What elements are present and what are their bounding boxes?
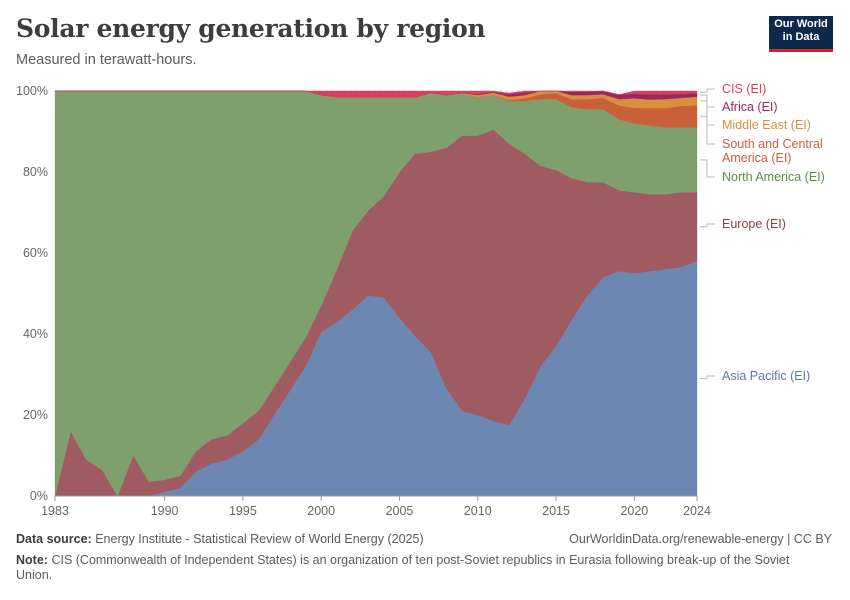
logo-line-1: Our World [774,18,828,30]
area-cis-ei [55,90,698,98]
area-series [54,90,698,497]
x-tick-label: 2020 [620,504,648,518]
legend-label: CIS (EI) [722,82,766,96]
legend-connector [700,115,715,145]
legend-label: Middle East (EI) [722,118,811,132]
legend-connector [700,223,715,228]
y-tick-label: 60% [23,246,48,260]
y-tick-label: 40% [23,327,48,341]
x-tick-label: 1995 [229,504,257,518]
legend-label: Asia Pacific (EI) [722,369,810,383]
legend-label-line: South and Central [722,137,823,151]
x-tick-label: 2010 [464,504,492,518]
data-source-text[interactable]: Energy Institute - Statistical Review of… [95,532,424,546]
legend-label-line: America (EI) [722,151,791,165]
logo-line-2: in Data [782,30,820,43]
legend-label: South and Central America (EI) [722,137,823,165]
x-tick-label: 2005 [386,504,414,518]
x-tick-label: 1983 [41,504,69,518]
legend-connector [700,100,715,126]
y-tick-label: 20% [23,408,48,422]
y-tick-label: 0% [30,489,48,503]
owid-logo[interactable]: Our World in Data [769,16,833,52]
legend-connector [700,375,715,380]
page-subtitle: Measured in terawatt-hours. [16,52,197,68]
chart-note: Note: CIS (Commonwealth of Independent S… [16,553,816,583]
x-tick-label: 1990 [151,504,179,518]
legend-label: Europe (EI) [722,217,786,231]
note-label: Note: [16,553,48,567]
legend-connector [700,88,715,93]
data-source-label: Data source: [16,532,92,546]
x-tick-label: 2015 [542,504,570,518]
legend: CIS (EI) Africa (EI) Middle East (EI) South… [700,82,825,383]
x-tick-label: 2000 [307,504,335,518]
legend-connector [700,159,715,178]
y-tick-label: 100% [16,84,48,98]
x-tick-label: 2024 [683,504,711,518]
page-title: Solar energy generation by region [16,14,486,43]
source-url[interactable]: OurWorldinData.org/renewable-energy | CC… [569,532,832,546]
legend-label: North America (EI) [722,170,825,184]
y-tick-label: 80% [23,165,48,179]
x-axis: 1983 1990 1995 2000 2005 2010 2015 2020 2024 [41,495,711,518]
note-text: CIS (Commonwealth of Independent States)… [16,553,790,582]
stacked-area-chart: 0% 20% 40% 60% 80% 100% 1983 1990 1995 2000 2005 2… [16,82,825,518]
legend-label: Africa (EI) [722,100,778,114]
y-axis: 0% 20% 40% 60% 80% 100% [16,84,48,503]
data-source: Data source: Energy Institute - Statisti… [16,532,424,546]
